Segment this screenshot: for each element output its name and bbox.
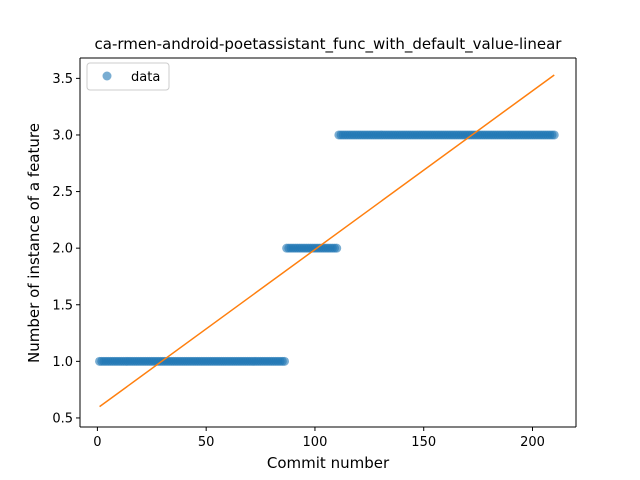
y-tick-label: 2.5 [52, 185, 73, 200]
fit-line [99, 74, 555, 408]
y-tick-label: 3.5 [52, 72, 73, 87]
data-point [549, 130, 559, 140]
axes-layer [79, 57, 577, 428]
y-tick-label: 1.0 [52, 355, 73, 370]
y-tick-label: 0.5 [52, 411, 73, 426]
data-point [279, 356, 289, 366]
x-tick-label: 200 [520, 435, 545, 450]
y-axis-label: Number of instance of a feature [25, 123, 43, 363]
x-tick-label: 50 [198, 435, 215, 450]
y-tick-label: 1.5 [52, 298, 73, 313]
x-axis-label: Commit number [267, 454, 390, 472]
data-layer [95, 130, 559, 366]
legend-box [86, 62, 170, 91]
data-point [332, 243, 342, 253]
x-tick-label: 150 [411, 435, 436, 450]
y-tick-label: 2.0 [52, 242, 73, 257]
x-tick-label: 0 [93, 435, 101, 450]
legend-marker [102, 71, 112, 81]
x-tick-label: 100 [303, 435, 328, 450]
legend-label-data: data [131, 70, 160, 85]
fit-layer [99, 74, 555, 408]
ticks-layer: 0 50 100 150 200 0.5 1.0 1.5 2.0 2.5 3.0 3.5 [52, 72, 545, 450]
y-tick-label: 3.0 [52, 128, 73, 143]
legend: data [86, 62, 170, 91]
chart-title: ca-rmen-android-poetassistant_func_with_… [95, 35, 563, 54]
